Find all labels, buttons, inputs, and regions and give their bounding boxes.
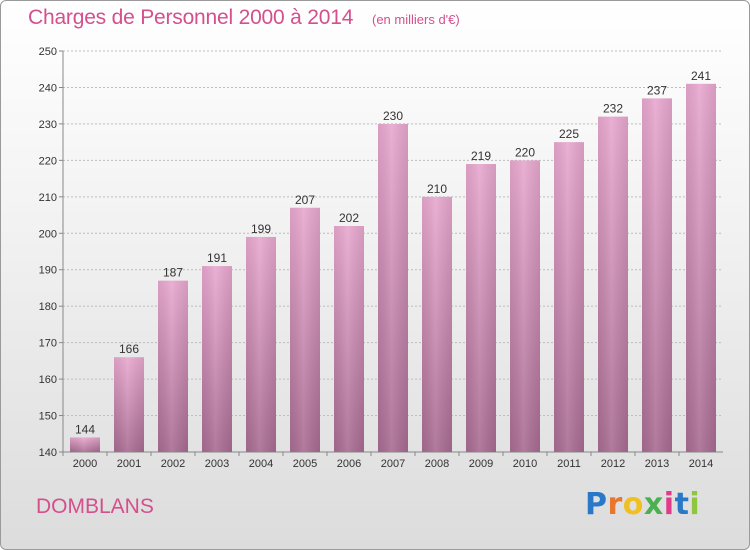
bar-shade-2013	[642, 98, 672, 453]
logo-letter: i	[689, 487, 701, 522]
logo-letter: t	[674, 487, 690, 522]
x-tick-label: 2009	[469, 458, 493, 470]
logo-letter: r	[607, 487, 623, 522]
unit-note: (en milliers d'€)	[372, 12, 460, 27]
bar-shade-2003	[202, 266, 232, 452]
bar-shade-2001	[114, 357, 144, 452]
y-tick-label: 170	[39, 338, 57, 350]
chart-title: Charges de Personnel 2000 à 2014	[28, 6, 354, 29]
x-tick-label: 2013	[645, 458, 669, 470]
bar-value-label: 237	[647, 83, 667, 97]
x-tick-label: 2010	[513, 458, 537, 470]
bar-value-label: 199	[251, 222, 271, 236]
bar-value-label: 202	[339, 211, 359, 225]
bar-value-label: 232	[603, 102, 623, 116]
bar-value-label: 166	[119, 342, 139, 356]
bar-shade-2005	[290, 207, 320, 452]
bar-shade-2014	[686, 83, 716, 453]
bar-value-label: 187	[163, 266, 183, 280]
logo-letter: x	[643, 487, 664, 522]
bar-value-label: 191	[207, 251, 227, 265]
x-tick-label: 2003	[205, 458, 229, 470]
y-tick-label: 220	[39, 155, 57, 167]
bar-shade-2004	[246, 236, 276, 452]
x-tick-label: 2007	[381, 458, 405, 470]
y-tick-label: 140	[39, 447, 57, 459]
proxiti-logo: Proxiti	[585, 487, 700, 522]
bar-value-label: 241	[691, 69, 711, 83]
x-tick-label: 2012	[601, 458, 625, 470]
x-tick-label: 2008	[425, 458, 449, 470]
x-tick-label: 2000	[73, 458, 97, 470]
bar-value-label: 225	[559, 127, 579, 141]
bar-value-label: 144	[75, 422, 95, 436]
bar-shade-2010	[510, 160, 540, 452]
bar-shade-2009	[466, 164, 496, 452]
x-tick-label: 2006	[337, 458, 361, 470]
x-tick-label: 2011	[557, 458, 581, 470]
y-tick-label: 230	[39, 119, 57, 131]
bar-shade-2011	[554, 142, 584, 453]
bar-shade-2007	[378, 123, 408, 452]
commune-name: DOMBLANS	[36, 495, 154, 518]
bar-shade-2002	[158, 280, 188, 452]
x-tick-label: 2004	[249, 458, 273, 470]
y-tick-label: 250	[39, 46, 57, 58]
bar-shade-2000	[70, 437, 100, 452]
x-tick-label: 2001	[117, 458, 141, 470]
x-tick-label: 2002	[161, 458, 185, 470]
bar-value-label: 207	[295, 193, 315, 207]
bar-value-label: 210	[427, 182, 447, 196]
y-tick-label: 200	[39, 228, 57, 240]
logo-letter: o	[622, 487, 644, 522]
y-tick-label: 180	[39, 301, 57, 313]
y-tick-label: 150	[39, 411, 57, 423]
y-tick-label: 240	[39, 82, 57, 94]
y-tick-label: 190	[39, 265, 57, 277]
x-tick-label: 2005	[293, 458, 317, 470]
y-tick-label: 210	[39, 192, 57, 204]
logo-letter: i	[663, 487, 675, 522]
bar-shade-2008	[422, 196, 452, 452]
x-tick-label: 2014	[689, 458, 713, 470]
bar-value-label: 220	[515, 145, 535, 159]
bar-shade-2012	[598, 116, 628, 453]
y-tick-label: 160	[39, 374, 57, 386]
logo-letter: P	[585, 487, 608, 522]
bar-value-label: 230	[383, 109, 403, 123]
bar-value-label: 219	[471, 149, 491, 163]
bar-shade-2006	[334, 225, 364, 452]
